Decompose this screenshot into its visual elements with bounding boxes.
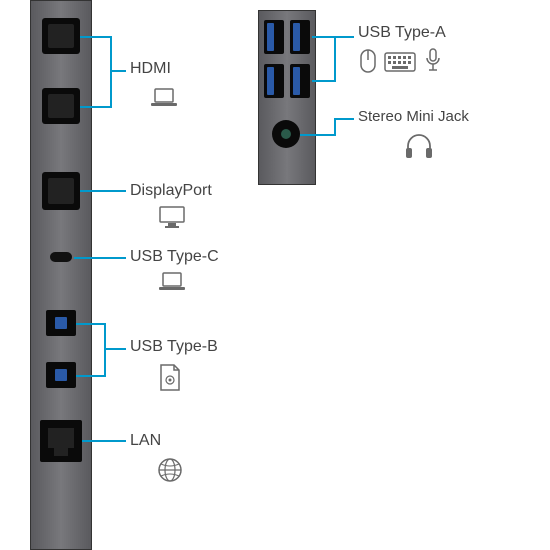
usb-b-label: USB Type-B [130,338,218,356]
connector-line [110,70,126,72]
hdmi-port-2 [42,88,80,124]
connector-line [80,36,110,38]
lan-label: LAN [130,432,161,450]
usb-a-port-3 [264,64,284,98]
usb-a-port-4 [290,64,310,98]
left-port-panel [30,0,92,550]
connector-line [334,36,354,38]
usb-c-label: USB Type-C [130,248,219,266]
connector-line [76,323,104,325]
displayport-label: DisplayPort [130,182,212,200]
connector-line [334,118,336,136]
connector-line [104,348,126,350]
headphones-icon [404,134,434,160]
connector-line [104,323,106,377]
usb-b-port-2 [46,362,76,388]
laptop-icon [150,88,178,108]
usb-c-port [50,252,72,262]
laptop-icon [158,272,186,292]
usb-a-port-1 [264,20,284,54]
globe-icon [156,456,184,484]
document-gear-icon [158,364,182,392]
connector-line [82,440,126,442]
audio-label: Stereo Mini Jack [358,108,469,125]
connector-line [74,257,126,259]
connector-line [80,106,110,108]
usb-b-port-1 [46,310,76,336]
monitor-icon [158,206,186,228]
usb-a-port-2 [290,20,310,54]
usb-a-label: USB Type-A [358,24,446,42]
displayport-port [42,172,80,210]
audio-jack-port [272,120,300,148]
connector-line [80,190,126,192]
connector-line [76,375,104,377]
connector-line [334,36,336,82]
connector-line [300,134,334,136]
hdmi-port-1 [42,18,80,54]
lan-port [40,420,82,462]
connector-line [334,118,354,120]
microphone-icon [424,48,442,74]
connector-line [312,36,334,38]
hdmi-label: HDMI [130,60,171,78]
connector-line [312,80,334,82]
keyboard-icon [384,52,416,72]
connector-line [110,36,112,108]
mouse-icon [358,48,378,74]
